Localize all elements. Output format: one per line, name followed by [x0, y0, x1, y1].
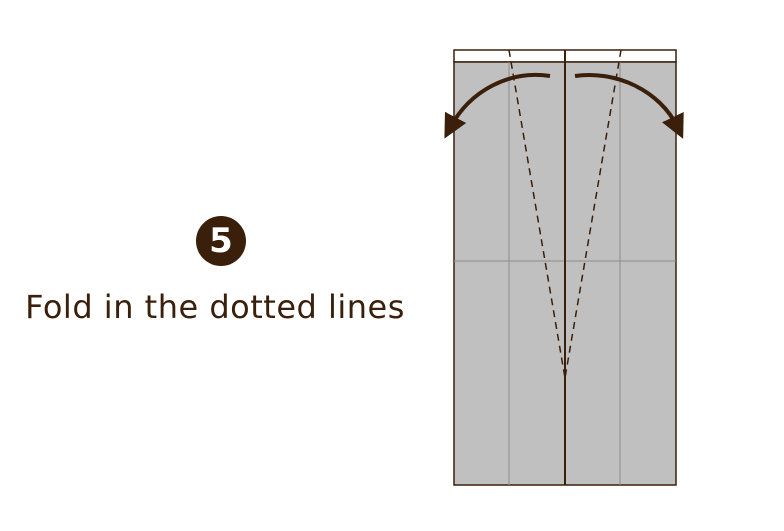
step-number: 5 — [209, 221, 233, 261]
dotted-fold-line-left — [508, 49, 566, 379]
step-instruction: Fold in the dotted lines — [25, 288, 405, 326]
fold-arrow-left — [444, 73, 551, 139]
dotted-fold-line-right — [564, 49, 622, 379]
fold-arrow-right — [574, 73, 684, 139]
step-number-badge: 5 — [196, 216, 246, 266]
